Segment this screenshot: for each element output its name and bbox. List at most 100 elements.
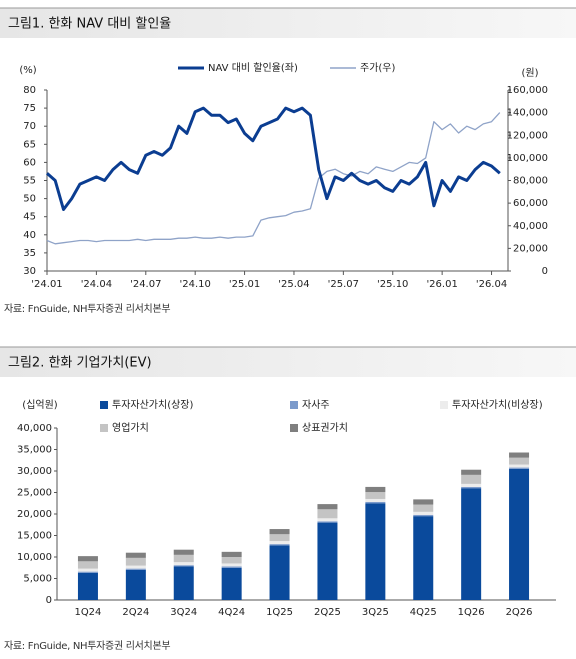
bar-segment bbox=[77, 568, 98, 572]
header-bg bbox=[0, 347, 576, 377]
x-tick-label: 1Q24 bbox=[74, 607, 101, 618]
axis-unit: (%) bbox=[19, 65, 36, 76]
source: 자료: FnGuide, NH투자증권 리서치본부 bbox=[4, 640, 170, 652]
bar-segment bbox=[317, 522, 338, 600]
bar-segment bbox=[77, 561, 98, 569]
y2-tick-label: 40,000 bbox=[513, 221, 548, 232]
y-tick-label: 30,000 bbox=[17, 466, 52, 477]
bar-segment bbox=[509, 452, 530, 458]
y-tick-label: 0 bbox=[46, 595, 52, 606]
y2-tick-label: 80,000 bbox=[513, 176, 548, 187]
bar-segment bbox=[509, 468, 530, 600]
y2-tick-label: 0 bbox=[542, 266, 548, 277]
x-tick-label: 1Q25 bbox=[266, 607, 293, 618]
bar-segment bbox=[221, 563, 242, 567]
y-tick-label: 50 bbox=[23, 194, 36, 205]
legend-label: 영업가치 bbox=[112, 421, 149, 434]
bar-segment bbox=[173, 565, 194, 567]
bar-segment bbox=[77, 556, 98, 562]
y-tick-label: 15,000 bbox=[17, 531, 52, 542]
bar-segment bbox=[125, 568, 146, 570]
bar-segment bbox=[125, 565, 146, 569]
bar-segment bbox=[365, 498, 386, 502]
bar-segment bbox=[173, 554, 194, 563]
bar-segment bbox=[269, 529, 290, 535]
bar-segment bbox=[365, 501, 386, 504]
series-line bbox=[46, 112, 501, 245]
legend-label: NAV 대비 할인율(좌) bbox=[208, 62, 298, 74]
y-tick-label: 10,000 bbox=[17, 552, 52, 563]
y-tick-label: 75 bbox=[23, 103, 36, 114]
x-tick-label: '26.04 bbox=[476, 279, 507, 290]
bar-segment bbox=[509, 467, 530, 469]
y-tick-label: 45 bbox=[23, 212, 36, 223]
y-tick-label: 25,000 bbox=[17, 488, 52, 499]
series-line bbox=[46, 106, 501, 211]
bar-segment bbox=[461, 488, 482, 600]
bar-segment bbox=[365, 503, 386, 600]
figure-title: 그림2. 한화 기업가치(EV) bbox=[8, 356, 152, 371]
bar-segment bbox=[125, 552, 146, 558]
legend-label: 주가(우) bbox=[360, 62, 396, 74]
bar-segment bbox=[269, 534, 290, 542]
y-tick-label: 5,000 bbox=[23, 574, 52, 585]
y2-tick-label: 140,000 bbox=[507, 108, 548, 119]
header-bg bbox=[0, 8, 576, 38]
figure-title: 그림1. 한화 NAV 대비 할인율 bbox=[8, 17, 171, 32]
x-tick-label: 2Q24 bbox=[122, 607, 149, 618]
y2-tick-label: 160,000 bbox=[507, 85, 548, 96]
bar-segment bbox=[413, 499, 434, 505]
bar-segment bbox=[413, 514, 434, 517]
bar-segment bbox=[269, 545, 290, 600]
legend-swatch bbox=[100, 401, 108, 409]
y2-tick-label: 60,000 bbox=[513, 198, 548, 209]
bar-segment bbox=[365, 492, 386, 499]
bar-segment bbox=[221, 551, 242, 557]
bar-segment bbox=[317, 509, 338, 519]
y-tick-label: 80 bbox=[23, 85, 36, 96]
y2-tick-label: 20,000 bbox=[513, 243, 548, 254]
y-tick-label: 35,000 bbox=[17, 445, 52, 456]
y-tick-label: 60 bbox=[23, 157, 36, 168]
x-tick-label: '25.07 bbox=[328, 279, 359, 290]
x-tick-label: '25.10 bbox=[377, 279, 408, 290]
x-tick-label: 3Q25 bbox=[362, 607, 389, 618]
bar-segment bbox=[173, 562, 194, 566]
y-tick-label: 55 bbox=[23, 176, 36, 187]
axis-unit: (십억원) bbox=[22, 399, 58, 411]
bar-segment bbox=[77, 572, 98, 600]
bar-segment bbox=[461, 486, 482, 489]
x-tick-label: 1Q26 bbox=[458, 607, 485, 618]
legend-swatch bbox=[100, 424, 108, 432]
bar-segment bbox=[317, 504, 338, 510]
bar-segment bbox=[173, 566, 194, 600]
bar-segment bbox=[269, 541, 290, 545]
legend-swatch bbox=[290, 401, 298, 409]
source: 자료: FnGuide, NH투자증권 리서치본부 bbox=[4, 303, 170, 315]
bar-segment bbox=[317, 521, 338, 523]
x-tick-label: '25.01 bbox=[229, 279, 260, 290]
y-tick-label: 70 bbox=[23, 121, 36, 132]
y-tick-label: 35 bbox=[23, 248, 36, 259]
x-tick-label: '24.10 bbox=[179, 279, 210, 290]
legend-label: 투자자산가치(비상장) bbox=[452, 399, 543, 411]
bar-segment bbox=[125, 569, 146, 600]
bar-segment bbox=[173, 549, 194, 555]
x-tick-label: '24.04 bbox=[81, 279, 112, 290]
legend-swatch bbox=[290, 424, 298, 432]
x-tick-label: '24.01 bbox=[31, 279, 62, 290]
x-tick-label: '25.04 bbox=[278, 279, 309, 290]
y2-tick-label: 120,000 bbox=[507, 130, 548, 141]
bar-segment bbox=[125, 557, 146, 566]
bar-segment bbox=[221, 566, 242, 568]
bar-segment bbox=[365, 486, 386, 493]
legend-label: 투자자산가치(상장) bbox=[112, 399, 194, 411]
bar-segment bbox=[269, 544, 290, 546]
y-tick-label: 40,000 bbox=[17, 423, 52, 434]
y-tick-label: 40 bbox=[23, 230, 36, 241]
bar-segment bbox=[221, 557, 242, 564]
x-tick-label: 2Q26 bbox=[506, 607, 533, 618]
x-tick-label: '26.01 bbox=[426, 279, 457, 290]
x-tick-label: 3Q24 bbox=[170, 607, 197, 618]
